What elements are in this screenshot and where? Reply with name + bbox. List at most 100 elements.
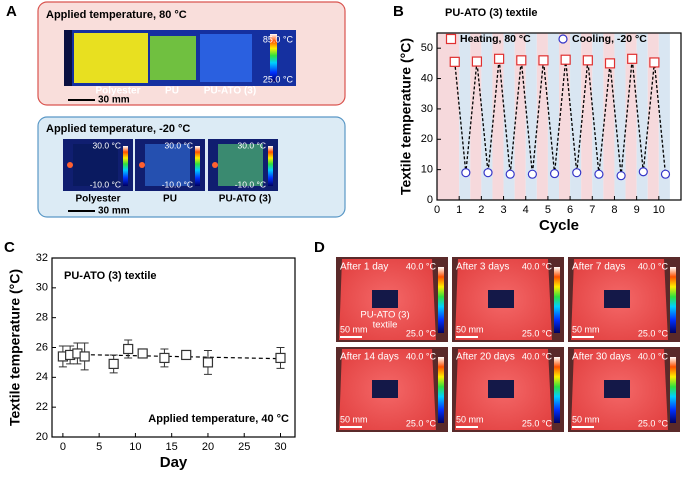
band <box>614 33 626 200</box>
scale-bar-label: 30 mm <box>98 206 130 217</box>
legend-marker <box>558 34 568 44</box>
x-axis-label: Day <box>160 454 188 471</box>
scale-max: 40.0 °C <box>638 261 669 271</box>
scale-bar-label: 30 mm <box>98 95 130 106</box>
data-point <box>202 357 214 368</box>
data-point <box>649 57 660 68</box>
sample-label: textile <box>373 320 398 331</box>
data-point <box>471 56 483 67</box>
x-tick-label: 1 <box>456 204 462 216</box>
marker-dot <box>139 162 145 168</box>
sample-area <box>145 144 190 186</box>
band <box>559 33 571 200</box>
band <box>647 33 659 200</box>
colorbar <box>268 146 273 186</box>
band <box>536 33 548 200</box>
plot-frame <box>51 257 296 438</box>
data-point <box>594 169 604 179</box>
data-point <box>461 168 471 178</box>
marker-dot <box>67 162 73 168</box>
data-point <box>449 56 460 67</box>
scale-min: -10.0 °C <box>235 179 266 189</box>
scale-min: 25.0 °C <box>522 418 553 428</box>
panel-label: A <box>6 3 17 20</box>
x-tick-label: 0 <box>60 441 66 453</box>
band <box>625 33 637 200</box>
sample-label: PU <box>165 86 179 97</box>
x-tick-label: 2 <box>478 204 484 216</box>
colorbar <box>195 146 200 186</box>
sample-label: PU-ATO (3) <box>219 194 271 205</box>
scale-min: 25.0 °C <box>263 74 294 84</box>
marker-dot <box>212 162 218 168</box>
y-tick-label: 26 <box>36 341 48 353</box>
band <box>603 33 615 200</box>
sample-label: PU <box>163 194 177 205</box>
sample-patch <box>604 380 630 398</box>
y-tick-label: 24 <box>36 371 48 383</box>
scale-bar-label: 50 mm <box>572 414 600 424</box>
x-tick-label: 10 <box>653 204 665 216</box>
x-tick-label: 25 <box>238 441 250 453</box>
legend-label: Heating, 80 °C <box>460 33 531 45</box>
sample-patch <box>604 290 630 308</box>
sample-patch <box>488 290 514 308</box>
tile-label: After 7 days <box>572 262 625 273</box>
sample-area <box>218 144 263 186</box>
scale-max: 40.0 °C <box>406 261 437 271</box>
data-point <box>572 168 582 178</box>
scale-min: 25.0 °C <box>638 418 669 428</box>
scale-bar-label: 50 mm <box>340 324 368 334</box>
scale-bar-label: 50 mm <box>456 324 484 334</box>
x-tick-label: 5 <box>96 441 102 453</box>
legend-label: Cooling, -20 °C <box>572 33 647 45</box>
sample-area <box>73 144 118 186</box>
chart: 0 1 2 3 4 5 6 7 8 9 10 0 10 20 30 40 50 Cycle Textile temp… <box>398 7 682 234</box>
sample-patch <box>488 380 514 398</box>
scale-min: -10.0 °C <box>90 179 121 189</box>
scale-max: 85.0 °C <box>263 34 294 44</box>
scale-max: 40.0 °C <box>406 351 437 361</box>
x-tick-label: 10 <box>129 441 141 453</box>
thermal-image <box>64 30 296 86</box>
y-axis-label: Textile temperature (°C) <box>398 38 414 195</box>
scale-min: 25.0 °C <box>406 328 437 338</box>
box-title: Applied temperature, -20 °C <box>46 123 190 135</box>
x-tick-label: 30 <box>274 441 286 453</box>
scale-max: 40.0 °C <box>522 351 553 361</box>
data-point <box>527 169 537 179</box>
colorbar <box>438 357 444 423</box>
legend-marker <box>445 33 457 45</box>
band <box>570 33 582 200</box>
scale-min: 25.0 °C <box>522 328 553 338</box>
scale-min: -10.0 °C <box>162 179 193 189</box>
scale-bar-label: 50 mm <box>340 414 368 424</box>
y-tick-label: 28 <box>36 312 48 324</box>
chart-title: PU-ATO (3) textile <box>445 7 538 19</box>
sample-label: PU-ATO (3) <box>204 86 256 97</box>
band <box>492 33 504 200</box>
x-tick-label: 9 <box>634 204 640 216</box>
y-tick-label: 10 <box>421 164 433 176</box>
thermal-tiles: After 1 day 40.0 °C 25.0 °C 50 mm PU-ATO (3)… <box>336 257 680 432</box>
data-point <box>538 55 549 66</box>
scale-max: 30.0 °C <box>165 140 193 150</box>
data-point <box>181 349 192 361</box>
y-tick-label: 32 <box>36 252 48 264</box>
x-tick-label: 6 <box>567 204 573 216</box>
band <box>581 33 593 200</box>
scale-min: 25.0 °C <box>406 418 437 428</box>
data-point <box>638 167 648 177</box>
x-tick-label: 4 <box>523 204 529 216</box>
sample-label: PU-ATO (3) <box>360 310 409 321</box>
band <box>658 33 670 200</box>
data-point <box>137 348 148 359</box>
colorbar <box>123 146 128 186</box>
x-tick-label: 20 <box>202 441 214 453</box>
band <box>547 33 559 200</box>
scale-bar-label: 50 mm <box>456 414 484 424</box>
data-point <box>494 53 505 64</box>
panel-label: B <box>393 3 404 20</box>
sample-label: Polyester <box>75 194 120 205</box>
